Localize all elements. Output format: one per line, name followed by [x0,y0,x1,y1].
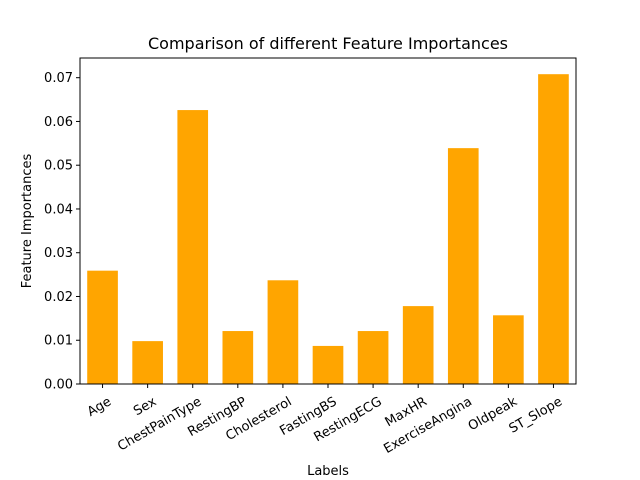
y-tick-label: 0.07 [44,71,73,86]
bar-sex [132,341,163,384]
bar-restingbp [222,331,254,384]
y-tick-label: 0.02 [44,290,73,305]
bar-age [87,270,118,384]
bar-st-slope [538,74,569,384]
y-axis: 0.00 0.01 0.02 0.03 0.04 0.05 0.06 0.07 [44,71,80,393]
y-tick-label: 0.04 [44,202,73,217]
y-tick-label: 0.03 [44,246,73,261]
bar-exerciseangina [447,148,479,384]
bar-oldpeak [493,315,524,384]
x-axis: Age SexChestPainTypeRestingBPCholesterolF… [85,384,565,457]
bar-cholesterol [267,280,299,384]
y-axis-title: Feature Importances [20,154,35,289]
chart-title: Comparison of different Feature Importan… [148,34,508,53]
x-tick-label: Sex [131,394,159,419]
x-axis-title: Labels [307,464,349,479]
bars-group [87,74,569,384]
bar-fastingbs [312,345,344,384]
y-tick-label: 0.06 [44,115,73,130]
y-tick-label: 0.01 [44,334,73,349]
y-tick-label: 0.05 [44,159,73,174]
bar-maxhr [402,306,434,384]
bar-chestpaintype [177,110,209,384]
x-tick-label: Age [85,394,114,420]
bar-restingecg [357,331,389,384]
y-tick-label: 0.00 [44,378,73,393]
plot-frame [79,57,577,385]
